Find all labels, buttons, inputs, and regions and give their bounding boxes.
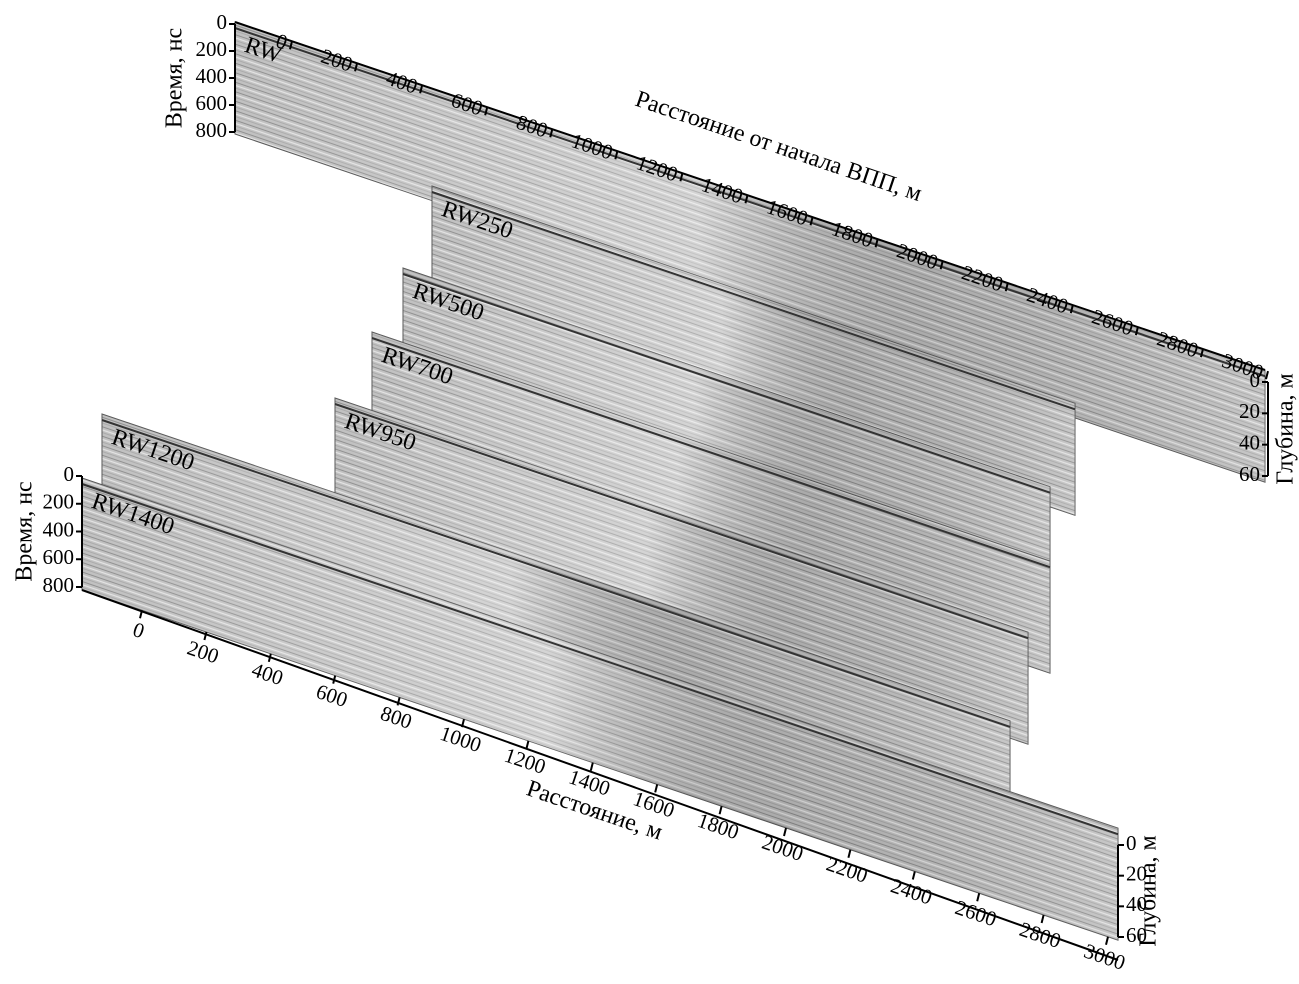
y-tick-label: 20	[1239, 399, 1260, 423]
axis-title: Глубина, м	[1136, 835, 1162, 946]
y-tick-label: 40	[1239, 430, 1260, 454]
y-tick-label: 800	[43, 573, 75, 597]
figure: RWRW250RW500RW700RW950RW1200RW1400 02004…	[0, 0, 1299, 984]
x-tick-label: 0	[130, 617, 148, 643]
x-tick-label: 3000	[1081, 939, 1128, 975]
y-tick-label: 200	[196, 37, 228, 61]
y-tick-label: 200	[43, 490, 75, 514]
x-tick-label: 2600	[952, 895, 999, 931]
axis-title: Время, нс	[162, 28, 188, 128]
y-tick-label: 400	[43, 517, 75, 541]
x-tick-label: 1000	[437, 721, 484, 757]
x-tick-label: 2000	[759, 830, 806, 866]
y-tick-label: 800	[196, 118, 228, 142]
y-tick-label: 600	[196, 91, 228, 115]
x-tick-label: 2400	[888, 873, 935, 909]
y-tick-label: 400	[196, 64, 228, 88]
x-tick-label: 2800	[1017, 917, 1064, 953]
axis-title: Глубина, м	[1273, 373, 1299, 484]
y-tick-label: 600	[43, 545, 75, 569]
x-tick-label: 1200	[501, 743, 548, 779]
x-tick-label: 400	[249, 657, 287, 690]
x-tick-label: 800	[378, 701, 416, 734]
x-tick-label: 1800	[695, 808, 742, 844]
tick-mark	[1266, 371, 1268, 379]
y-tick-label: 0	[1250, 368, 1261, 392]
x-tick-label: 200	[184, 636, 222, 669]
x-tick-label: 2200	[823, 852, 870, 888]
axis-title: Время, нс	[12, 481, 38, 581]
y-tick-label: 60	[1239, 462, 1260, 486]
y-tick-label: 0	[64, 462, 75, 486]
y-tick-label: 0	[217, 10, 228, 34]
